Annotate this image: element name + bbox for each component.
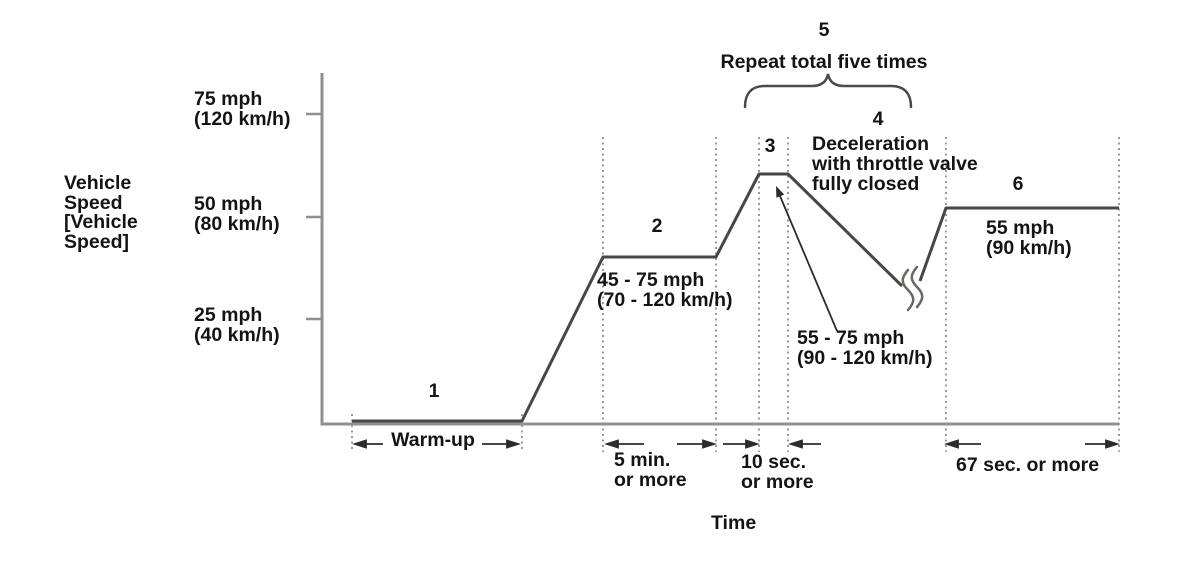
- axes: [320, 73, 1119, 426]
- 5min-duration-label: 5 min. or more: [614, 449, 687, 491]
- 67sec-duration-label: 67 sec. or more: [956, 454, 1100, 476]
- 5min-arrow-left-icon: [604, 439, 644, 449]
- 67sec-arrow-left-icon: [944, 439, 981, 449]
- line-break-squiggle-icon: [901, 265, 924, 312]
- y-axis-ticks: [306, 112, 322, 321]
- 10sec-arrow-pointing-left-icon: [788, 439, 821, 449]
- step-3-speed-range: 55 - 75 mph (90 - 120 km/h): [797, 327, 933, 369]
- deceleration-annotation: Deceleration with throttle valve fully c…: [812, 133, 978, 195]
- step-6-speed: 55 mph (90 km/h): [986, 217, 1072, 259]
- profile-recovery-segment: [918, 206, 1119, 282]
- duration-arrows: [352, 439, 1120, 449]
- 67sec-arrow-right-icon: [1085, 439, 1120, 449]
- step-5-number: 5: [818, 19, 830, 41]
- warmup-arrow-left-icon: [352, 439, 383, 449]
- step-4-number: 4: [872, 108, 884, 130]
- step-2-number: 2: [651, 215, 663, 237]
- warmup-duration-label: Warm-up: [391, 429, 475, 451]
- peak-annotation-arrow-icon: [776, 186, 838, 332]
- step-3-number: 3: [764, 135, 776, 157]
- 10sec-duration-label: 10 sec. or more: [741, 451, 814, 493]
- squiggle-left: [901, 268, 915, 312]
- ytick-label-50mph: 50 mph (80 km/h): [194, 193, 280, 235]
- x-axis-title: Time: [711, 512, 757, 534]
- annotation-arrowhead: [776, 186, 785, 198]
- 10sec-arrow-pointing-right-icon: [723, 439, 760, 449]
- repeat-brace-icon: [743, 73, 913, 109]
- speed-profile-line: [352, 172, 1119, 423]
- ytick-label-75mph: 75 mph (120 km/h): [194, 88, 291, 130]
- warmup-arrow-right-icon: [482, 439, 521, 449]
- step-2-speed-range: 45 - 75 mph (70 - 120 km/h): [597, 269, 733, 311]
- phase-boundary-dotted-lines: [351, 137, 1120, 452]
- repeat-annotation: Repeat total five times: [720, 51, 928, 73]
- step-1-number: 1: [428, 380, 440, 402]
- annotation-arrow-line: [779, 195, 838, 332]
- 5min-arrow-right-icon: [677, 439, 717, 449]
- step-6-number: 6: [1012, 173, 1024, 195]
- ytick-label-25mph: 25 mph (40 km/h): [194, 304, 280, 346]
- squiggle-right: [910, 265, 924, 309]
- profile-main-segment: [352, 172, 904, 423]
- y-axis-title: Vehicle Speed [Vehicle Speed]: [64, 172, 138, 253]
